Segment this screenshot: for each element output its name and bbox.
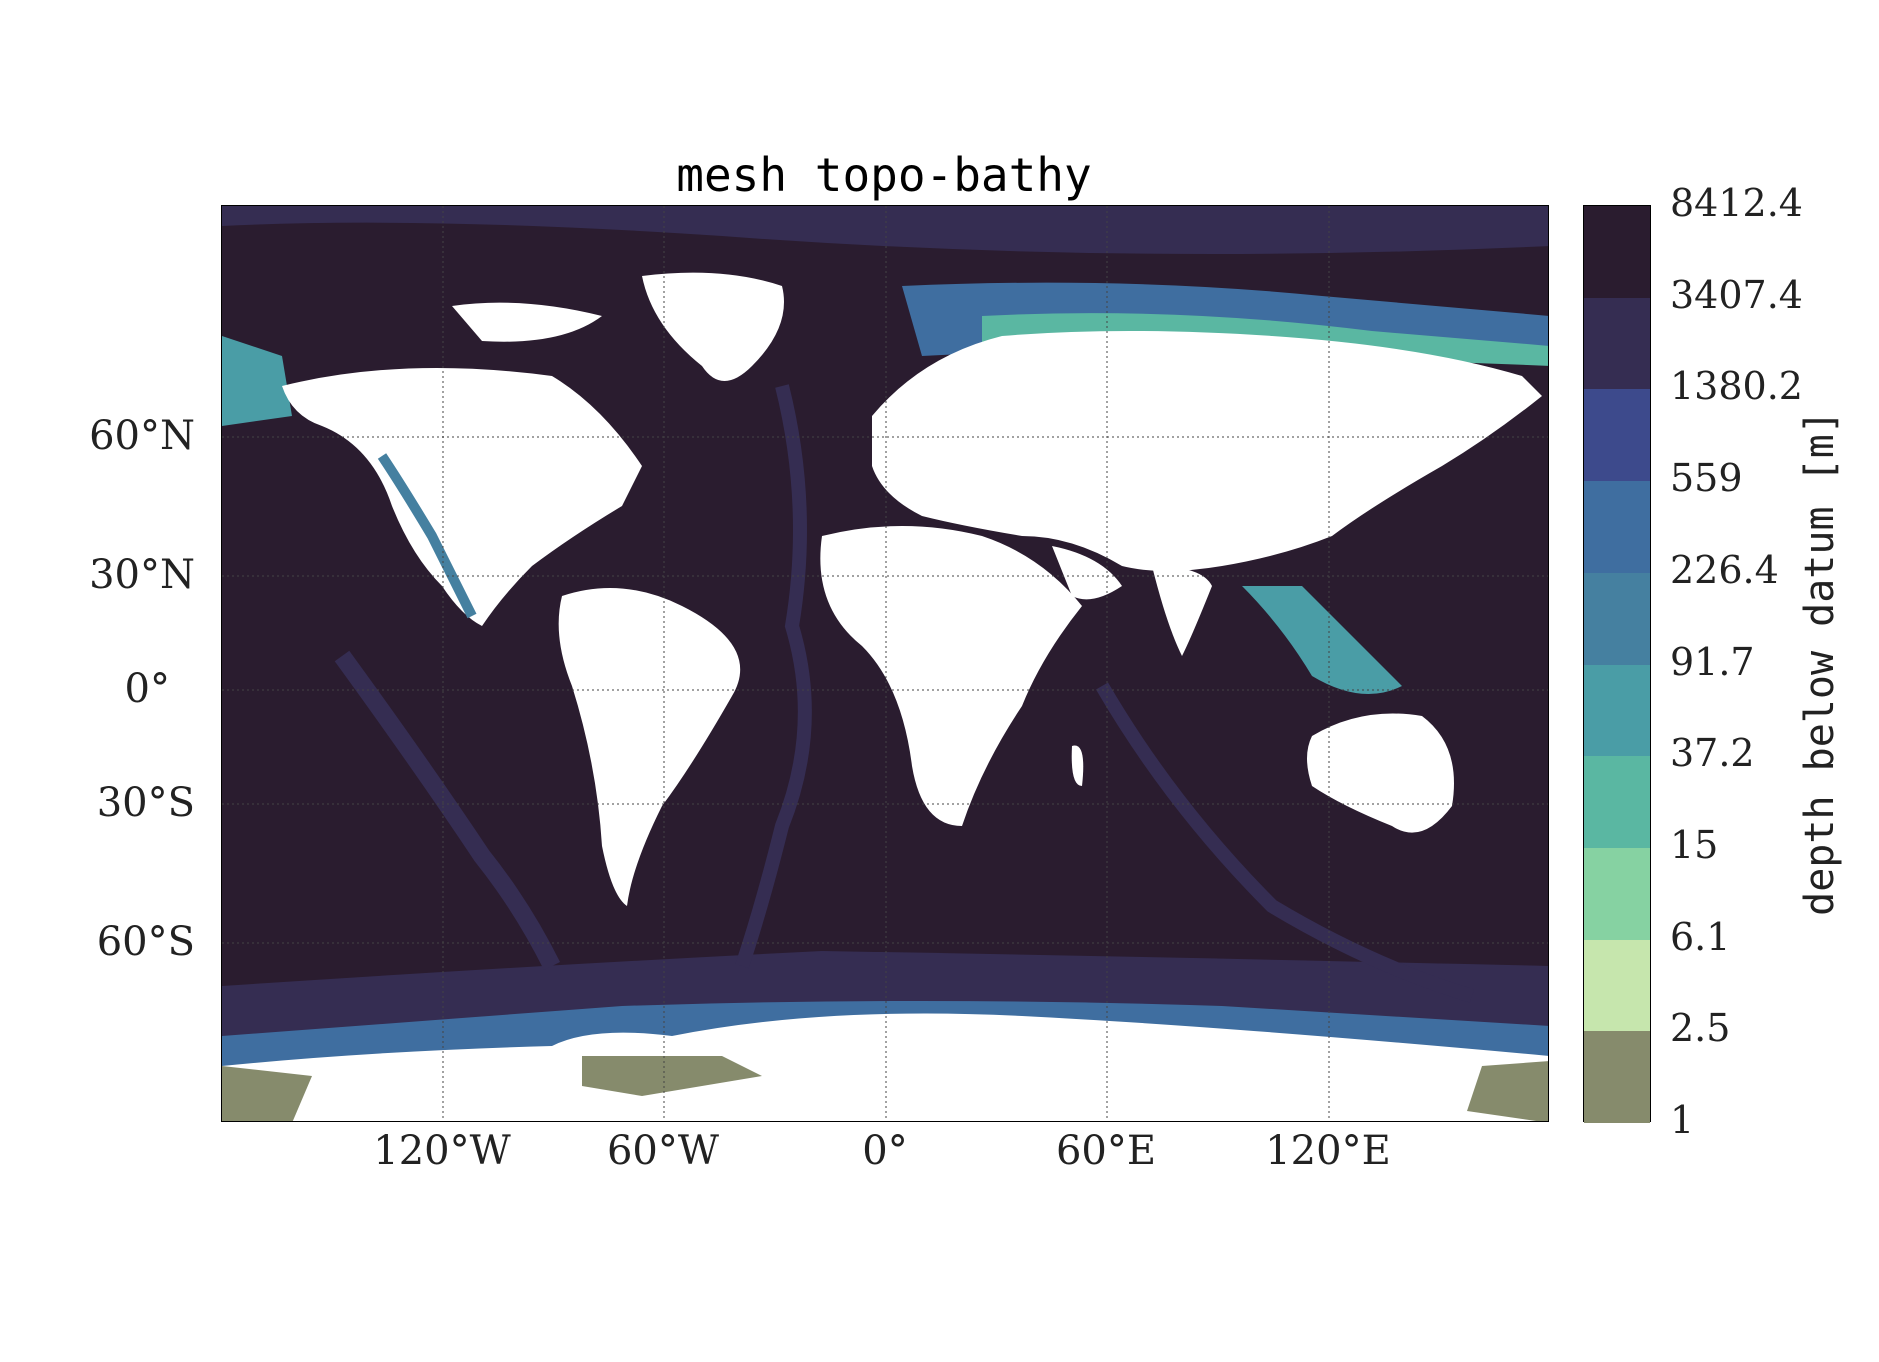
- arctic-archipelago: [452, 302, 602, 342]
- arctic-shelf: [222, 206, 1548, 254]
- lon-tick-60e: 60°E: [1055, 1128, 1157, 1174]
- sunda-shelf: [1242, 586, 1402, 694]
- graticule: [222, 206, 1548, 1121]
- chart-title: mesh topo-bathy: [676, 148, 1092, 202]
- madagascar: [1071, 745, 1084, 786]
- greenland: [642, 272, 784, 381]
- antarctica-land-east: [1467, 1061, 1548, 1121]
- colorbar-tick-label: 559: [1670, 456, 1743, 501]
- colorbar-segment: [1584, 481, 1650, 574]
- mid-atlantic-ridge: [735, 384, 812, 969]
- antarctica-land-peninsula: [582, 1056, 762, 1096]
- colorbar-segment: [1584, 756, 1650, 849]
- lat-tick-60n: 60°N: [89, 413, 195, 459]
- antarctica-land-west: [222, 1066, 312, 1121]
- colorbar-segment: [1584, 572, 1650, 665]
- colorbar-segment: [1584, 939, 1650, 1032]
- eurasia: [872, 331, 1542, 571]
- east-pacific-rise: [334, 650, 561, 971]
- colorbar-label: depth below datum [m]: [1797, 410, 1843, 916]
- colorbar-tick-label: 8412.4: [1670, 181, 1803, 225]
- colorbar-segment: [1584, 297, 1650, 390]
- north-america: [282, 368, 642, 626]
- lat-tick-0: 0°: [124, 666, 170, 712]
- colorbar: [1583, 205, 1651, 1124]
- colorbar-tick-label: 6.1: [1670, 914, 1731, 959]
- lon-tick-0: 0°: [862, 1128, 908, 1174]
- map-plot-area: [221, 205, 1549, 1122]
- lon-tick-60w: 60°W: [606, 1128, 719, 1174]
- india: [1152, 566, 1212, 656]
- colorbar-tick-label: 3407.4: [1670, 272, 1803, 317]
- colorbar-tick-label: 226.4: [1670, 547, 1779, 592]
- arabia: [1052, 546, 1122, 600]
- lat-tick-60s: 60°S: [96, 919, 195, 965]
- colorbar-segment: [1584, 664, 1650, 757]
- lat-tick-30n: 30°N: [89, 552, 195, 598]
- lat-tick-30s: 30°S: [96, 780, 195, 826]
- colorbar-segment: [1584, 1031, 1650, 1124]
- colorbar-tick-label: 37.2: [1670, 731, 1755, 776]
- colorbar-segment: [1584, 206, 1650, 299]
- colorbar-tick-label: 15: [1670, 822, 1719, 867]
- colorbar-tick-label: 2.5: [1670, 1006, 1731, 1051]
- south-america: [558, 588, 741, 906]
- colorbar-tick-label: 1: [1670, 1098, 1695, 1142]
- colorbar-segment: [1584, 847, 1650, 941]
- map-svg: [222, 206, 1548, 1121]
- alaska-shelf: [222, 336, 292, 426]
- lon-tick-120e: 120°E: [1265, 1128, 1391, 1174]
- colorbar-tick-label: 1380.2: [1670, 364, 1803, 409]
- colorbar-segment: [1584, 389, 1650, 482]
- lon-tick-120w: 120°W: [373, 1128, 511, 1174]
- antarctica: [222, 1013, 1548, 1121]
- colorbar-tick-label: 91.7: [1670, 639, 1755, 684]
- indian-ridge: [1095, 682, 1475, 1003]
- australia: [1307, 713, 1454, 833]
